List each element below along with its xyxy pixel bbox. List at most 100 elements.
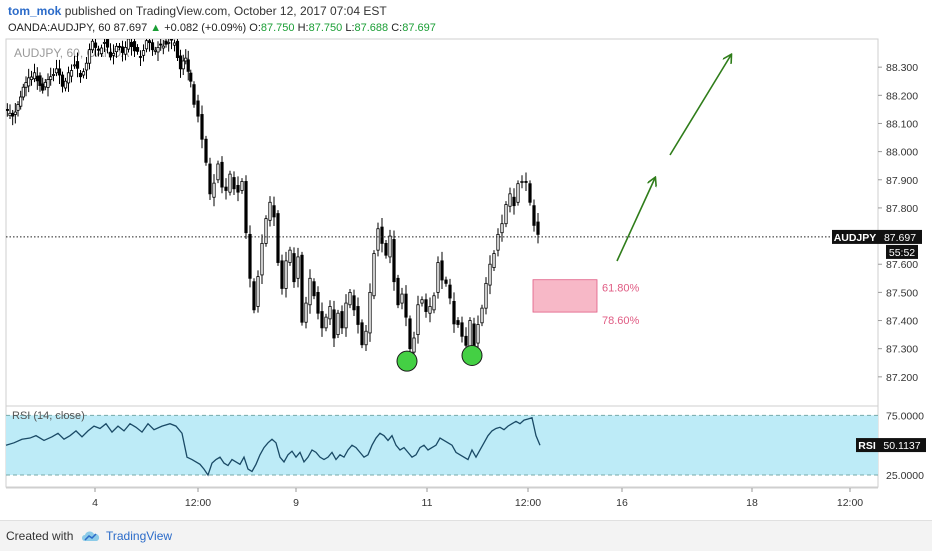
rsi-tick-label: 25.0000 — [886, 470, 924, 482]
candle-body — [93, 42, 98, 48]
candle-body — [32, 72, 37, 80]
candle-body — [484, 282, 488, 309]
price-tick-label: 87.200 — [886, 372, 918, 384]
candle-body — [448, 284, 452, 299]
candle-body — [220, 161, 224, 188]
author-link[interactable]: tom_mok — [8, 4, 62, 18]
tradingview-brand-link[interactable]: TradingView — [106, 529, 173, 543]
candle-body — [228, 173, 232, 193]
candle-body — [19, 96, 23, 107]
candle-body — [159, 43, 163, 46]
candle-body — [232, 177, 236, 190]
candle-body — [400, 293, 404, 304]
candle-body — [132, 41, 137, 52]
candle-body — [408, 318, 412, 350]
candle-body — [276, 213, 280, 263]
countdown-label: 55:52 — [889, 247, 915, 259]
low-marker-first — [396, 350, 418, 372]
candle-body — [184, 57, 188, 62]
candle-body — [372, 253, 376, 297]
candle-body — [464, 335, 468, 346]
candle-body — [181, 60, 185, 70]
created-with-text: Created with — [6, 529, 74, 543]
candle-body — [43, 81, 47, 88]
candle-body — [504, 204, 508, 225]
candle-body — [216, 163, 220, 181]
last-price-label: 87.697 — [884, 232, 916, 244]
price-change: +0.082 (+0.09%) — [164, 22, 247, 34]
candle-body — [192, 84, 196, 105]
candle-body — [66, 72, 71, 84]
time-tick-label: 11 — [422, 497, 433, 509]
candle-body — [208, 163, 212, 195]
price-tick-label: 88.200 — [886, 90, 918, 102]
candle-body — [102, 41, 107, 44]
candle-body — [167, 41, 171, 44]
open-label: O: — [249, 22, 261, 34]
candle-body — [324, 316, 328, 329]
last-price: 87.697 — [113, 22, 148, 34]
candle-body — [308, 277, 312, 306]
candle-body — [138, 56, 143, 58]
candle-body — [384, 242, 388, 256]
arrow-up-first — [616, 178, 655, 262]
candle-body — [240, 181, 244, 191]
candle-body — [41, 83, 45, 91]
candle-body — [452, 300, 456, 325]
candle-body — [316, 291, 320, 314]
candle-body — [186, 59, 190, 72]
last-symbol-label: AUDJPY — [834, 232, 877, 244]
rsi-value-badge — [878, 438, 926, 453]
high-value: 87.750 — [308, 22, 343, 34]
candle-body — [272, 205, 276, 218]
candle-body — [96, 48, 101, 51]
candle-body — [292, 253, 296, 283]
candle-body — [348, 291, 352, 306]
candle-body — [111, 52, 116, 56]
candle-body — [24, 82, 28, 88]
candle-body — [150, 42, 155, 51]
tradingview-logo-icon — [82, 531, 100, 541]
candle-body — [332, 309, 336, 339]
candle-body — [432, 295, 436, 311]
candle-body — [312, 281, 316, 297]
rsi-title: RSI (14, close) — [12, 410, 85, 422]
time-tick-label: 12:00 — [515, 497, 541, 509]
candle-body — [196, 100, 200, 117]
candle-body — [260, 242, 264, 276]
candle-body — [6, 108, 9, 111]
candle-body — [488, 263, 492, 286]
price-chart[interactable]: AUDJPY, 60, OANDA88.30088.20088.10088.00… — [0, 37, 932, 520]
candle-body — [344, 302, 348, 329]
candle-body — [516, 183, 520, 203]
candle-body — [472, 323, 476, 347]
candle-body — [396, 277, 400, 306]
candle-body — [189, 72, 193, 82]
publish-line: tom_mok published on TradingView.com, Oc… — [8, 3, 908, 20]
candle-body — [72, 64, 77, 67]
candle-body — [376, 228, 380, 251]
price-tick-label: 87.900 — [886, 175, 918, 187]
candle-body — [320, 311, 324, 329]
candle-body — [436, 262, 440, 293]
low-marker-second — [461, 345, 483, 367]
candle-body — [300, 254, 304, 323]
candle-body — [35, 75, 39, 82]
candle-body — [153, 49, 157, 52]
candle-body — [108, 51, 113, 58]
candle-body — [492, 253, 496, 269]
rsi-name-label: RSI — [858, 440, 876, 452]
candle-body — [99, 47, 104, 55]
candle-body — [268, 201, 272, 221]
candle-body — [364, 330, 368, 346]
price-tick-label: 87.300 — [886, 344, 918, 356]
close-label: C: — [391, 22, 403, 34]
candle-body — [141, 50, 146, 56]
candle-body — [424, 299, 428, 312]
low-value: 87.688 — [354, 22, 389, 34]
candle-body — [51, 74, 56, 76]
countdown-badge — [886, 244, 918, 259]
candle-body — [169, 39, 174, 41]
time-tick-label: 12:00 — [185, 497, 211, 509]
candle-body — [212, 182, 216, 198]
